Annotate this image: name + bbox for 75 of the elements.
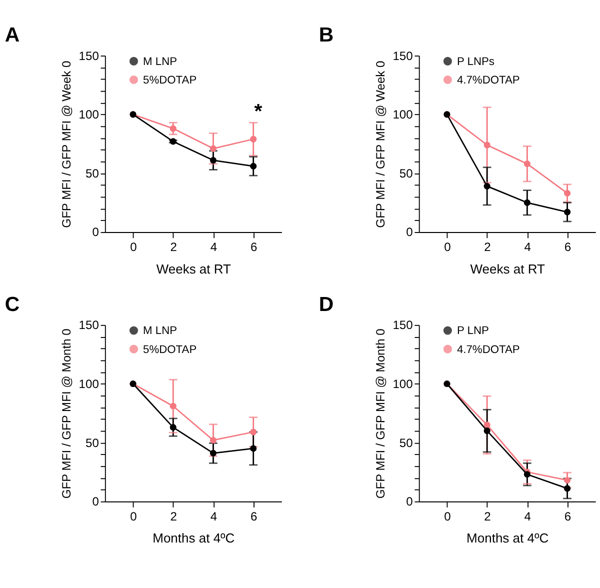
x-tick-label: 2 [170, 240, 178, 254]
point [170, 125, 176, 132]
y-tick-label: 150 [78, 48, 100, 63]
point [210, 157, 217, 164]
y-tick-label: 0 [92, 225, 100, 240]
legend-label: 5%DOTAP [143, 344, 197, 356]
point [250, 162, 257, 170]
point [484, 428, 490, 434]
legend-label: P LNPs [456, 56, 495, 68]
chart-title: B [318, 24, 334, 47]
chart-title: D [318, 294, 334, 316]
point [250, 445, 257, 452]
y-tick-label: 50 [85, 436, 100, 450]
point [564, 190, 571, 197]
annotation: * [254, 100, 262, 123]
point [524, 199, 530, 206]
legend-label: P LNP [456, 325, 489, 338]
y-tick-label: 50 [85, 166, 100, 180]
x-tick-label: 4 [524, 240, 532, 254]
x-axis-title: Months at 4ºC [466, 530, 549, 546]
point [250, 136, 257, 142]
point [564, 476, 571, 484]
y-tick-label: 150 [392, 48, 414, 63]
legend-label: M LNP [143, 56, 178, 68]
y-axis-title: GFP MFI / GFP MFI @ Month 0 [59, 328, 74, 499]
point [210, 436, 217, 444]
y-axis-title: GFP MFI / GFP MFI @ Week 0 [373, 60, 388, 228]
legend-label: M LNP [143, 325, 178, 338]
x-tick-label: 6 [564, 509, 572, 524]
x-tick-label: 2 [484, 240, 492, 254]
y-tick-label: 0 [406, 225, 414, 240]
y-tick-label: 100 [78, 108, 100, 122]
point [210, 145, 217, 152]
x-tick-label: 4 [524, 509, 532, 524]
x-tick-label: 6 [250, 509, 258, 524]
x-tick-label: 6 [250, 240, 258, 254]
legend-label: 4.7%DOTAP [456, 344, 520, 356]
y-axis-title: GFP MFI / GFP MFI @ Week 0 [59, 60, 74, 228]
x-tick-label: 4 [210, 240, 218, 254]
chart-title: A [4, 24, 20, 47]
y-tick-label: 50 [399, 166, 414, 180]
y-tick-label: 100 [392, 108, 414, 122]
y-tick-label: 150 [392, 318, 414, 332]
x-axis-title: Weeks at RT [470, 261, 545, 276]
point [170, 402, 176, 410]
point [484, 422, 490, 428]
point [250, 428, 257, 436]
point [524, 160, 530, 168]
point [484, 142, 490, 148]
x-tick-label: 0 [130, 240, 138, 254]
point [170, 424, 176, 431]
point [484, 182, 490, 190]
x-tick-label: 2 [484, 509, 492, 524]
point [564, 208, 571, 216]
point [524, 471, 530, 478]
y-tick-label: 150 [78, 318, 100, 332]
y-tick-label: 0 [406, 494, 414, 509]
legend-label: 4.7%DOTAP [456, 74, 520, 86]
y-tick-label: 100 [392, 376, 414, 391]
y-tick-label: 0 [92, 494, 100, 509]
x-tick-label: 0 [444, 240, 452, 254]
chart-title: C [4, 294, 20, 316]
x-tick-label: 6 [564, 240, 572, 254]
point [210, 450, 217, 456]
x-tick-label: 0 [130, 509, 138, 524]
y-tick-label: 50 [399, 436, 414, 450]
x-axis-title: Months at 4ºC [152, 530, 235, 546]
y-axis-title: GFP MFI / GFP MFI @ Month 0 [373, 328, 388, 499]
x-tick-label: 2 [170, 509, 178, 524]
legend-label: 5%DOTAP [143, 74, 197, 86]
x-tick-label: 0 [444, 509, 452, 524]
x-axis-title: Weeks at RT [156, 261, 232, 276]
point [564, 485, 571, 492]
x-tick-label: 4 [210, 509, 218, 524]
y-tick-label: 100 [78, 376, 100, 391]
